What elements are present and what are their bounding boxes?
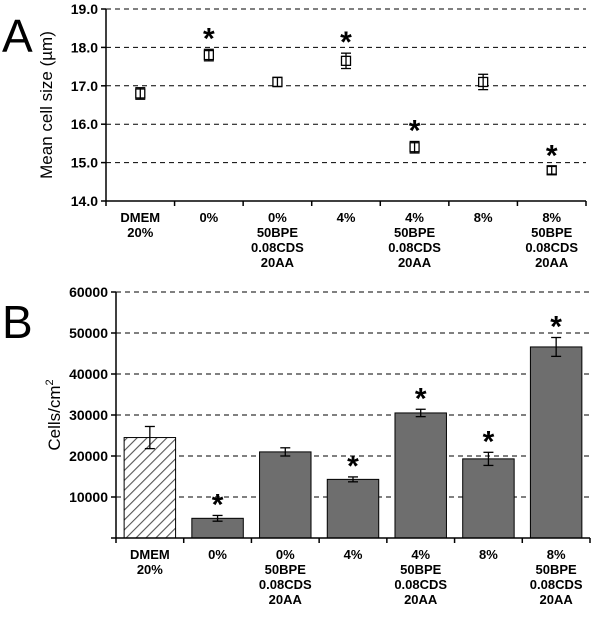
x-category-label: 8% bbox=[542, 210, 561, 225]
significance-marker: * bbox=[203, 22, 215, 55]
x-category-label: 50BPE bbox=[531, 225, 573, 240]
y-tick-label: 20000 bbox=[69, 448, 108, 464]
x-category-label: 4% bbox=[337, 210, 356, 225]
x-category-label: 0% bbox=[268, 210, 287, 225]
significance-marker: * bbox=[347, 450, 359, 483]
y-tick-label: 10000 bbox=[69, 489, 108, 505]
x-category-label: 0% bbox=[276, 547, 295, 562]
y-tick-label: 17.0 bbox=[71, 78, 98, 94]
x-category-label: 20AA bbox=[261, 255, 295, 270]
y-tick-label: 40000 bbox=[69, 366, 108, 382]
error-bar bbox=[478, 73, 489, 91]
x-category-label: 0.08CDS bbox=[251, 240, 304, 255]
x-category-label: 4% bbox=[405, 210, 424, 225]
bar bbox=[326, 478, 380, 539]
y-tick-label: 50000 bbox=[69, 325, 108, 341]
panel-letter-a: A bbox=[2, 10, 33, 62]
significance-marker: * bbox=[415, 382, 427, 415]
error-bar bbox=[203, 48, 214, 62]
y-axis-title: Cells/cm2 bbox=[44, 379, 64, 450]
x-category-label: 20AA bbox=[404, 592, 438, 607]
x-category-label: 20AA bbox=[398, 255, 432, 270]
x-category-label: 0.08CDS bbox=[388, 240, 441, 255]
y-tick-label: 15.0 bbox=[71, 155, 98, 171]
y-axis-title-text: Cells/cm bbox=[45, 385, 64, 450]
bar bbox=[394, 412, 447, 539]
y-axis-title-text: Mean cell size (µm) bbox=[37, 31, 56, 179]
panel-letter-b: B bbox=[2, 296, 33, 348]
bar bbox=[123, 437, 177, 539]
error-bar bbox=[483, 451, 494, 467]
significance-marker: * bbox=[546, 139, 558, 172]
x-category-label: DMEM bbox=[130, 547, 170, 562]
error-bar bbox=[212, 514, 223, 522]
error-bar bbox=[272, 76, 283, 88]
x-category-label: 0.08CDS bbox=[259, 577, 312, 592]
significance-marker: * bbox=[483, 425, 495, 458]
significance-marker: * bbox=[550, 311, 562, 344]
x-category-label: 20AA bbox=[269, 592, 303, 607]
y-tick-label: 18.0 bbox=[71, 39, 98, 55]
y-tick-label: 16.0 bbox=[71, 116, 98, 132]
bar bbox=[259, 451, 312, 539]
y-tick-label: 14.0 bbox=[71, 193, 98, 209]
error-bar bbox=[546, 165, 557, 175]
significance-marker: * bbox=[340, 26, 352, 59]
x-category-label: 0% bbox=[208, 547, 227, 562]
significance-marker: * bbox=[212, 488, 224, 521]
y-tick-label: 60000 bbox=[69, 284, 108, 300]
x-category-label: 4% bbox=[411, 547, 430, 562]
significance-marker: * bbox=[409, 114, 421, 147]
x-category-label: 8% bbox=[547, 547, 566, 562]
error-bar bbox=[144, 425, 155, 450]
y-axis-title-superscript: 2 bbox=[44, 379, 56, 385]
x-category-label: 20% bbox=[137, 562, 163, 577]
x-category-label: 50BPE bbox=[257, 225, 299, 240]
x-category-label: 20AA bbox=[540, 592, 574, 607]
error-bar bbox=[341, 52, 351, 70]
x-category-label: 0.08CDS bbox=[394, 577, 447, 592]
x-category-label: 50BPE bbox=[536, 562, 578, 577]
x-category-label: 4% bbox=[344, 547, 363, 562]
error-bar bbox=[280, 447, 291, 457]
error-bar bbox=[348, 476, 358, 483]
chart-b: 100002000030000400005000060000DMEM20%*0%… bbox=[44, 284, 591, 607]
x-category-label: 0.08CDS bbox=[525, 240, 578, 255]
y-tick-label: 19.0 bbox=[71, 1, 98, 17]
error-bar bbox=[409, 140, 420, 154]
x-category-label: 50BPE bbox=[265, 562, 307, 577]
x-category-label: 8% bbox=[474, 210, 493, 225]
error-bar bbox=[135, 87, 146, 100]
x-category-label: 20% bbox=[127, 225, 153, 240]
y-tick-label: 30000 bbox=[69, 407, 108, 423]
x-category-label: 50BPE bbox=[394, 225, 436, 240]
x-category-label: 0% bbox=[199, 210, 218, 225]
error-bar bbox=[551, 336, 562, 358]
y-axis-title: Mean cell size (µm) bbox=[37, 31, 56, 179]
bar bbox=[529, 346, 583, 539]
bar bbox=[462, 458, 515, 539]
x-category-label: 50BPE bbox=[400, 562, 442, 577]
x-category-label: 0.08CDS bbox=[530, 577, 583, 592]
error-bar bbox=[415, 408, 426, 418]
x-category-label: DMEM bbox=[120, 210, 160, 225]
x-category-label: 8% bbox=[479, 547, 498, 562]
x-category-label: 20AA bbox=[535, 255, 569, 270]
